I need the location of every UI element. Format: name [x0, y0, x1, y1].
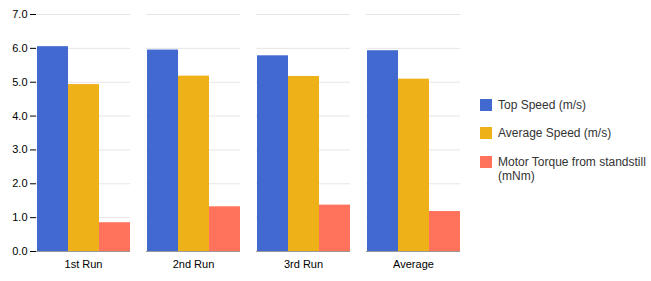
- svg-text:5.0: 5.0: [12, 76, 27, 88]
- svg-text:Average: Average: [393, 258, 434, 270]
- svg-text:7.0: 7.0: [12, 8, 27, 20]
- html-text:Motor Torque from standstill (: Motor Torque from standstill (mNm): [498, 154, 646, 183]
- svg-text:3.0: 3.0: [12, 143, 27, 155]
- svg-text:0.0: 0.0: [12, 245, 27, 257]
- svg-text:1st Run: 1st Run: [65, 258, 103, 270]
- svg-text:4.0: 4.0: [12, 110, 27, 122]
- html-text:Average Speed (m/s): Average Speed (m/s): [498, 126, 612, 141]
- svg-text:1.0: 1.0: [12, 211, 27, 223]
- svg-text:2.0: 2.0: [12, 177, 27, 189]
- svg-text:6.0: 6.0: [12, 42, 27, 54]
- svg-text:3rd Run: 3rd Run: [284, 258, 323, 270]
- html-text:Top Speed (m/s): Top Speed (m/s): [498, 97, 586, 112]
- svg-text:2nd Run: 2nd Run: [173, 258, 215, 270]
